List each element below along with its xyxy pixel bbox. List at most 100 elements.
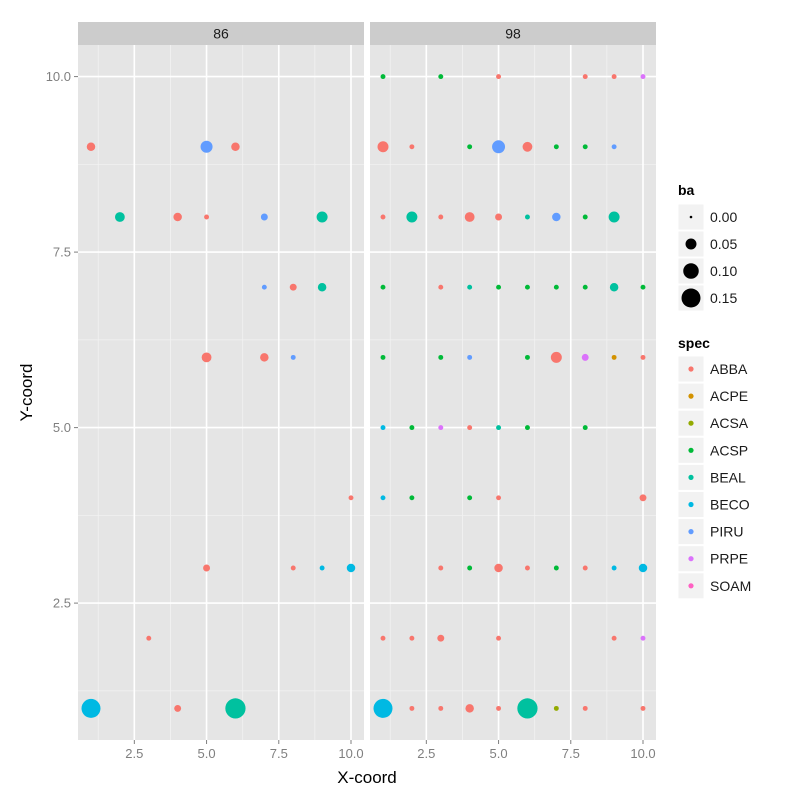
scatter-point-abba xyxy=(409,635,415,641)
scatter-point-prpe xyxy=(581,353,589,361)
scatter-point-acsp xyxy=(553,565,559,571)
scatter-point-acsp xyxy=(496,284,502,290)
color-legend-dot xyxy=(688,366,694,372)
scatter-point-abba xyxy=(201,352,212,363)
size-legend-dot xyxy=(683,263,699,279)
scatter-point-abba xyxy=(464,212,475,222)
scatter-point-abba xyxy=(582,74,588,80)
scatter-point-acsp xyxy=(582,144,588,150)
scatter-point-abba xyxy=(409,144,415,150)
scatter-point-abba xyxy=(640,705,646,711)
facet-strip xyxy=(78,22,364,45)
color-legend-dot xyxy=(688,420,694,426)
scatter-point-beco xyxy=(380,495,386,501)
scatter-point-piru xyxy=(260,213,268,221)
scatter-point-piru xyxy=(467,354,473,360)
scatter-point-acsp xyxy=(524,284,530,290)
y-tick-label: 2.5 xyxy=(53,596,71,611)
scatter-point-beal xyxy=(406,211,418,223)
scatter-point-abba xyxy=(611,74,617,80)
y-axis-title: Y-coord xyxy=(17,364,36,422)
scatter-point-beal xyxy=(467,284,473,290)
x-axis-title: X-coord xyxy=(337,768,397,787)
scatter-point-abba xyxy=(438,284,444,290)
x-tick-label: 7.5 xyxy=(270,746,288,761)
facet-strip-label: 98 xyxy=(505,26,521,42)
scatter-point-abba xyxy=(260,353,269,362)
size-legend-dot xyxy=(689,215,693,219)
x-tick-label: 2.5 xyxy=(417,746,435,761)
scatter-point-abba xyxy=(582,705,588,711)
color-legend-label: ACSP xyxy=(710,442,748,458)
panel-background xyxy=(370,45,656,740)
scatter-point-abba xyxy=(204,214,210,220)
color-legend-label: BECO xyxy=(710,497,750,513)
scatter-point-acsp xyxy=(524,425,530,431)
scatter-point-acpe xyxy=(611,354,617,360)
scatter-point-abba xyxy=(496,495,502,501)
scatter-point-beco xyxy=(373,698,393,718)
scatter-point-abba xyxy=(582,565,588,571)
scatter-point-abba xyxy=(611,635,617,641)
scatter-point-acsp xyxy=(409,425,415,431)
scatter-point-abba xyxy=(380,214,386,220)
color-legend-dot xyxy=(688,529,694,535)
scatter-point-abba xyxy=(524,565,530,571)
scatter-point-acsa xyxy=(553,705,559,711)
scatter-point-acsp xyxy=(582,425,588,431)
scatter-point-abba xyxy=(146,635,152,641)
scatter-point-acsp xyxy=(380,354,386,360)
scatter-point-abba xyxy=(640,354,646,360)
color-legend-label: ACSA xyxy=(710,415,749,431)
axes-layer: 2.5 5.0 7.5 10.0 2.5 5.0 7.5 10.0 2.5 5.0 7.5 10.0 X… xyxy=(17,69,656,787)
facet-strip-label: 86 xyxy=(213,26,229,42)
color-legend-dot xyxy=(688,556,694,562)
points-layer xyxy=(81,74,648,719)
scatter-point-abba xyxy=(377,141,389,153)
scatter-point-piru xyxy=(611,144,617,150)
scatter-point-piru xyxy=(261,284,267,290)
scatter-point-acsp xyxy=(524,354,530,360)
size-legend-title: ba xyxy=(678,182,695,198)
color-legend-dot xyxy=(688,501,694,508)
scatter-point-acsp xyxy=(467,495,473,501)
scatter-point-acsp xyxy=(553,284,559,290)
size-legend-label: 0.10 xyxy=(710,263,737,279)
scatter-point-abba xyxy=(465,704,474,713)
scatter-point-acsp xyxy=(467,144,473,150)
scatter-point-beal xyxy=(608,211,620,223)
x-tick-label: 7.5 xyxy=(562,746,580,761)
x-tick-label: 5.0 xyxy=(198,746,216,761)
scatter-point-acsp xyxy=(438,354,444,360)
scatter-point-beco xyxy=(319,565,325,571)
panel-background xyxy=(78,45,364,740)
x-tick-label: 10.0 xyxy=(630,746,655,761)
color-legend-label: ACPE xyxy=(710,388,748,404)
scatter-point-abba xyxy=(496,705,502,711)
scatter-point-abba xyxy=(348,495,354,501)
scatter-point-abba xyxy=(290,565,296,571)
scatter-point-acsp xyxy=(582,284,588,290)
color-legend-dot xyxy=(688,583,694,589)
scatter-point-beco xyxy=(611,565,617,571)
scatter-point-abba xyxy=(496,635,502,641)
scatter-point-abba xyxy=(496,74,502,80)
scatter-point-acsp xyxy=(553,144,559,150)
scatter-point-abba xyxy=(289,283,297,291)
scatter-point-abba xyxy=(467,425,473,431)
scatter-point-beal xyxy=(609,282,619,292)
scatter-point-beal xyxy=(496,425,502,431)
panels-layer: 86 98 xyxy=(78,22,656,740)
scatter-point-beal xyxy=(225,698,246,719)
scatter-point-beal xyxy=(114,212,125,222)
scatter-point-piru xyxy=(552,212,561,222)
scatter-point-abba xyxy=(231,142,240,152)
color-legend-label: BEAL xyxy=(710,469,746,485)
scatter-point-prpe xyxy=(640,635,646,641)
size-legend-label: 0.05 xyxy=(710,236,737,252)
color-legend-title: spec xyxy=(678,335,710,351)
scatter-point-abba xyxy=(438,214,444,220)
x-tick-label: 2.5 xyxy=(125,746,143,761)
